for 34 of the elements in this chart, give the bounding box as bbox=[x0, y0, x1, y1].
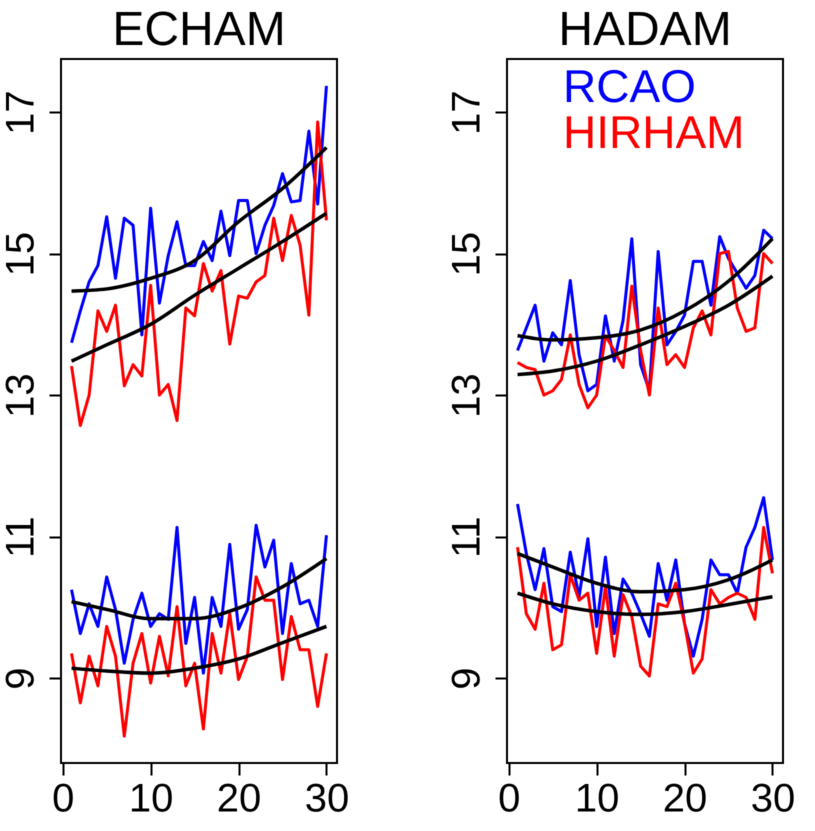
y-tick-label: 13 bbox=[444, 373, 488, 418]
y-tick-label: 13 bbox=[0, 373, 42, 418]
x-tick-label: 20 bbox=[662, 776, 708, 820]
y-tick-label: 15 bbox=[0, 232, 42, 276]
x-tick-label: 0 bbox=[52, 776, 74, 820]
line-series bbox=[70, 624, 328, 675]
y-tick-label: 11 bbox=[444, 516, 488, 558]
y-tick-label: 9 bbox=[0, 667, 42, 690]
line-series bbox=[516, 274, 774, 376]
x-tick-label: 0 bbox=[498, 776, 520, 820]
line-series bbox=[516, 526, 774, 678]
line-series bbox=[516, 250, 774, 410]
line-series bbox=[70, 556, 328, 620]
y-tick-label: 17 bbox=[0, 90, 42, 135]
line-series bbox=[516, 552, 774, 594]
x-tick-label: 30 bbox=[750, 776, 796, 820]
y-tick-label: 9 bbox=[444, 667, 488, 690]
y-tick-label: 11 bbox=[0, 516, 42, 558]
chart-title: ECHAM bbox=[112, 3, 286, 56]
line-series bbox=[70, 575, 328, 738]
line-series bbox=[516, 236, 774, 342]
line-series bbox=[70, 524, 328, 675]
x-tick-label: 10 bbox=[128, 776, 174, 820]
line-series bbox=[70, 146, 328, 293]
line-series bbox=[70, 211, 328, 363]
x-tick-label: 30 bbox=[304, 776, 350, 820]
x-tick-label: 10 bbox=[574, 776, 620, 820]
line-series bbox=[516, 591, 774, 616]
y-tick-label: 15 bbox=[444, 232, 488, 276]
chart-title: HADAM bbox=[558, 3, 732, 56]
line-series bbox=[70, 84, 328, 344]
y-tick-label: 17 bbox=[444, 90, 488, 135]
x-tick-label: 20 bbox=[216, 776, 262, 820]
line-series bbox=[70, 120, 328, 428]
